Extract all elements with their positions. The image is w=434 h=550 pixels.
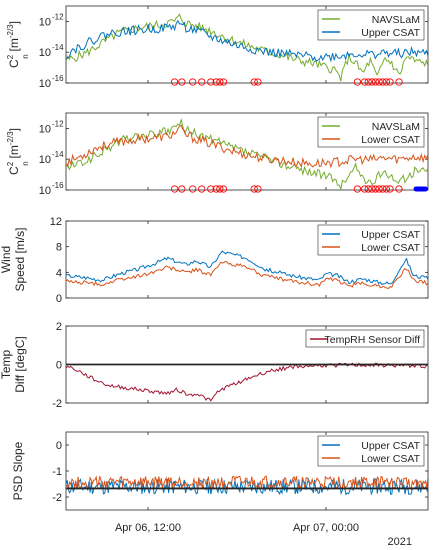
marker-circle — [171, 79, 177, 85]
y-tick-label: 0 — [56, 293, 62, 305]
y-tick-label-exponent: -16 — [52, 74, 64, 83]
y-tick-label: 8 — [56, 242, 62, 254]
y-tick-label: 0 — [56, 360, 62, 372]
y-axis-label-subscript: n — [21, 54, 30, 58]
y-tick-label: 4 — [56, 267, 62, 279]
x-tick-label-apr07: Apr 07, 00:00 — [293, 522, 359, 534]
y-tick-label: 10 — [39, 78, 51, 90]
y-tick-label: -2 — [52, 398, 62, 410]
y-axis-label-line1: Wind — [0, 246, 13, 273]
x-tick-label-apr06: Apr 06, 12:00 — [115, 522, 181, 534]
series-group — [66, 476, 428, 494]
y-axis-label-text: C2 [m-2/3] — [6, 21, 21, 68]
y-axis-label-line1: Temp — [0, 350, 13, 380]
marker-circle — [396, 79, 402, 85]
blue-marker-band — [414, 187, 428, 192]
y-tick-label-exponent: -14 — [52, 150, 64, 159]
y-tick-label: -2 — [52, 492, 62, 504]
marker-circle — [396, 186, 402, 192]
y-axis-label: C2 [m-2/3]n — [6, 128, 30, 175]
y-axis-label-line2: Speed [m/s] — [13, 227, 27, 291]
y-tick-label-exponent: -12 — [52, 12, 64, 21]
y-tick-label: 10 — [39, 16, 51, 28]
legend-label: NAVSLaM — [372, 14, 420, 26]
legend-label: Lower CSAT — [361, 453, 420, 465]
marker-circle — [190, 79, 196, 85]
legend-label: Upper CSAT — [361, 440, 420, 452]
y-axis-label-text: PSD Slope — [11, 441, 25, 500]
y-tick-label: 10 — [39, 185, 51, 197]
y-tick-label: 10 — [39, 47, 51, 59]
marker-circle — [190, 186, 196, 192]
series-line-lower-csat — [66, 261, 428, 288]
series-line-temprh-sensor-diff — [66, 363, 428, 401]
y-tick-label: 2 — [56, 321, 62, 333]
y-tick-label: 10 — [39, 154, 51, 166]
y-axis-label: PSD Slope — [11, 441, 25, 500]
y-tick-label: 0 — [56, 440, 62, 452]
y-axis-label-subscript: n — [21, 161, 30, 165]
y-tick-label: -1 — [52, 466, 62, 478]
y-axis-label: Wind Speed [m/s] — [0, 227, 27, 291]
panel-4: -2 0 2 Temp Diff [degC] TempRH Sensor Diff — [0, 321, 428, 410]
y-tick-label: 10 — [39, 123, 51, 135]
y-tick-label-exponent: -12 — [52, 119, 64, 128]
marker-circle — [354, 79, 360, 85]
y-tick-label: 12 — [50, 216, 62, 228]
year-label: 2021 — [388, 536, 412, 548]
legend-label: Lower CSAT — [361, 134, 420, 146]
marker-circle — [171, 186, 177, 192]
x-axis-labels: Apr 06, 12:00 Apr 07, 00:00 2021 — [115, 522, 412, 548]
legend-label: Lower CSAT — [361, 242, 420, 254]
y-tick-label-exponent: -16 — [52, 181, 64, 190]
y-axis-label-text: C2 [m-2/3] — [6, 128, 21, 175]
legend-label: TempRH Sensor Diff — [324, 334, 420, 346]
y-axis-label: Temp Diff [degC] — [0, 336, 27, 392]
series-group — [66, 363, 428, 401]
legend: TempRH Sensor Diff — [306, 330, 424, 347]
marker-circle — [199, 79, 205, 85]
series-group — [66, 251, 428, 288]
marker-circle — [179, 186, 185, 192]
y-axis-label: C2 [m-2/3]n — [6, 21, 30, 68]
legend-label: NAVSLaM — [372, 121, 420, 133]
marker-circle — [179, 79, 185, 85]
legend-label: Upper CSAT — [361, 27, 420, 39]
legend-label: Upper CSAT — [361, 229, 420, 241]
marker-circle — [354, 186, 360, 192]
marker-circle — [199, 186, 205, 192]
y-tick-label-exponent: -14 — [52, 43, 64, 52]
y-axis-label-line2: Diff [degC] — [13, 336, 27, 392]
